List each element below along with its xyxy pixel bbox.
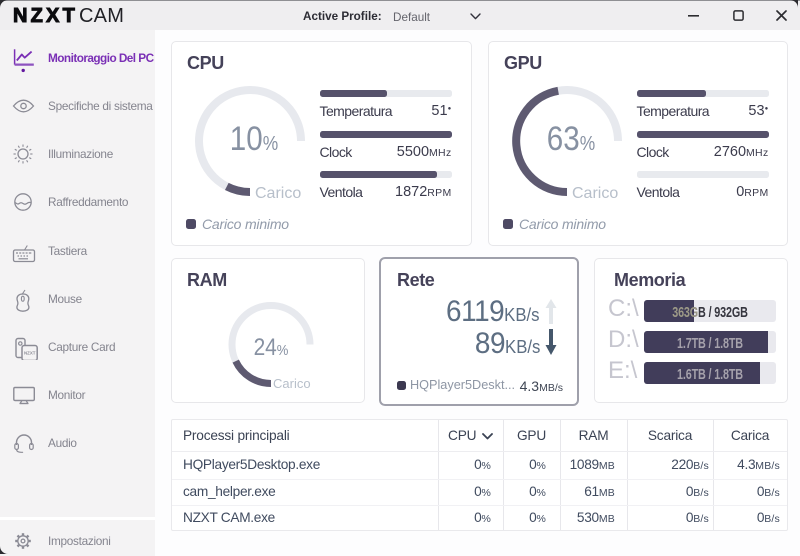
svg-text:NZXT: NZXT xyxy=(24,351,36,356)
